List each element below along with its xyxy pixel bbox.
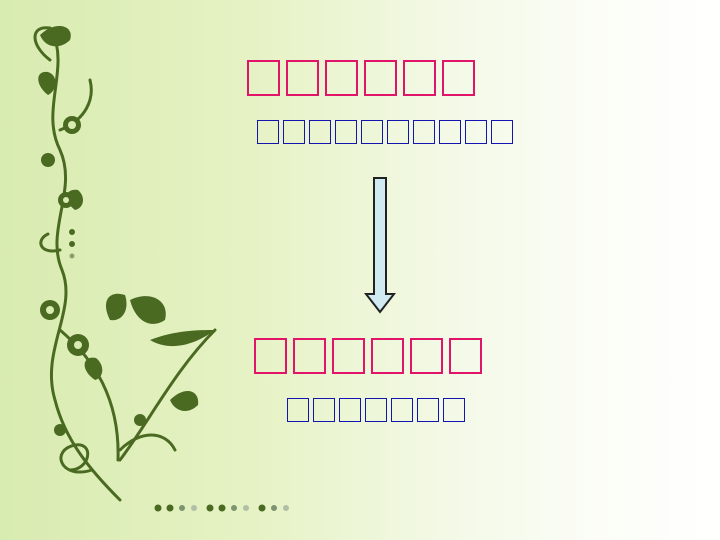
glyph-box: □	[413, 120, 435, 144]
glyph-box: □	[417, 398, 439, 422]
heading-top: □□□□□□	[247, 60, 475, 96]
glyph-box: □	[449, 338, 482, 374]
glyph-box: □	[410, 338, 443, 374]
glyph-box: □	[491, 120, 513, 144]
subtitle-bottom: □□□□□□□	[287, 398, 465, 422]
heading-bottom: □□□□□□	[254, 338, 482, 374]
glyph-box: □	[387, 120, 409, 144]
floral-vine-icon	[33, 25, 289, 512]
glyph-box: □	[339, 398, 361, 422]
glyph-box: □	[335, 120, 357, 144]
glyph-box: □	[313, 398, 335, 422]
glyph-box: □	[254, 338, 287, 374]
glyph-box: □	[371, 338, 404, 374]
glyph-box: □	[443, 398, 465, 422]
glyph-box: □	[257, 120, 279, 144]
glyph-box: □	[309, 120, 331, 144]
glyph-box: □	[361, 120, 383, 144]
glyph-box: □	[332, 338, 365, 374]
glyph-box: □	[465, 120, 487, 144]
subtitle-top: □□□□□□□□□□	[257, 120, 513, 144]
glyph-box: □	[287, 398, 309, 422]
glyph-box: □	[442, 60, 475, 96]
glyph-box: □	[364, 60, 397, 96]
arrow-down-icon	[363, 177, 397, 314]
glyph-box: □	[325, 60, 358, 96]
glyph-box: □	[286, 60, 319, 96]
glyph-box: □	[403, 60, 436, 96]
glyph-box: □	[283, 120, 305, 144]
glyph-box: □	[439, 120, 461, 144]
glyph-box: □	[391, 398, 413, 422]
glyph-box: □	[365, 398, 387, 422]
glyph-box: □	[247, 60, 280, 96]
glyph-box: □	[293, 338, 326, 374]
